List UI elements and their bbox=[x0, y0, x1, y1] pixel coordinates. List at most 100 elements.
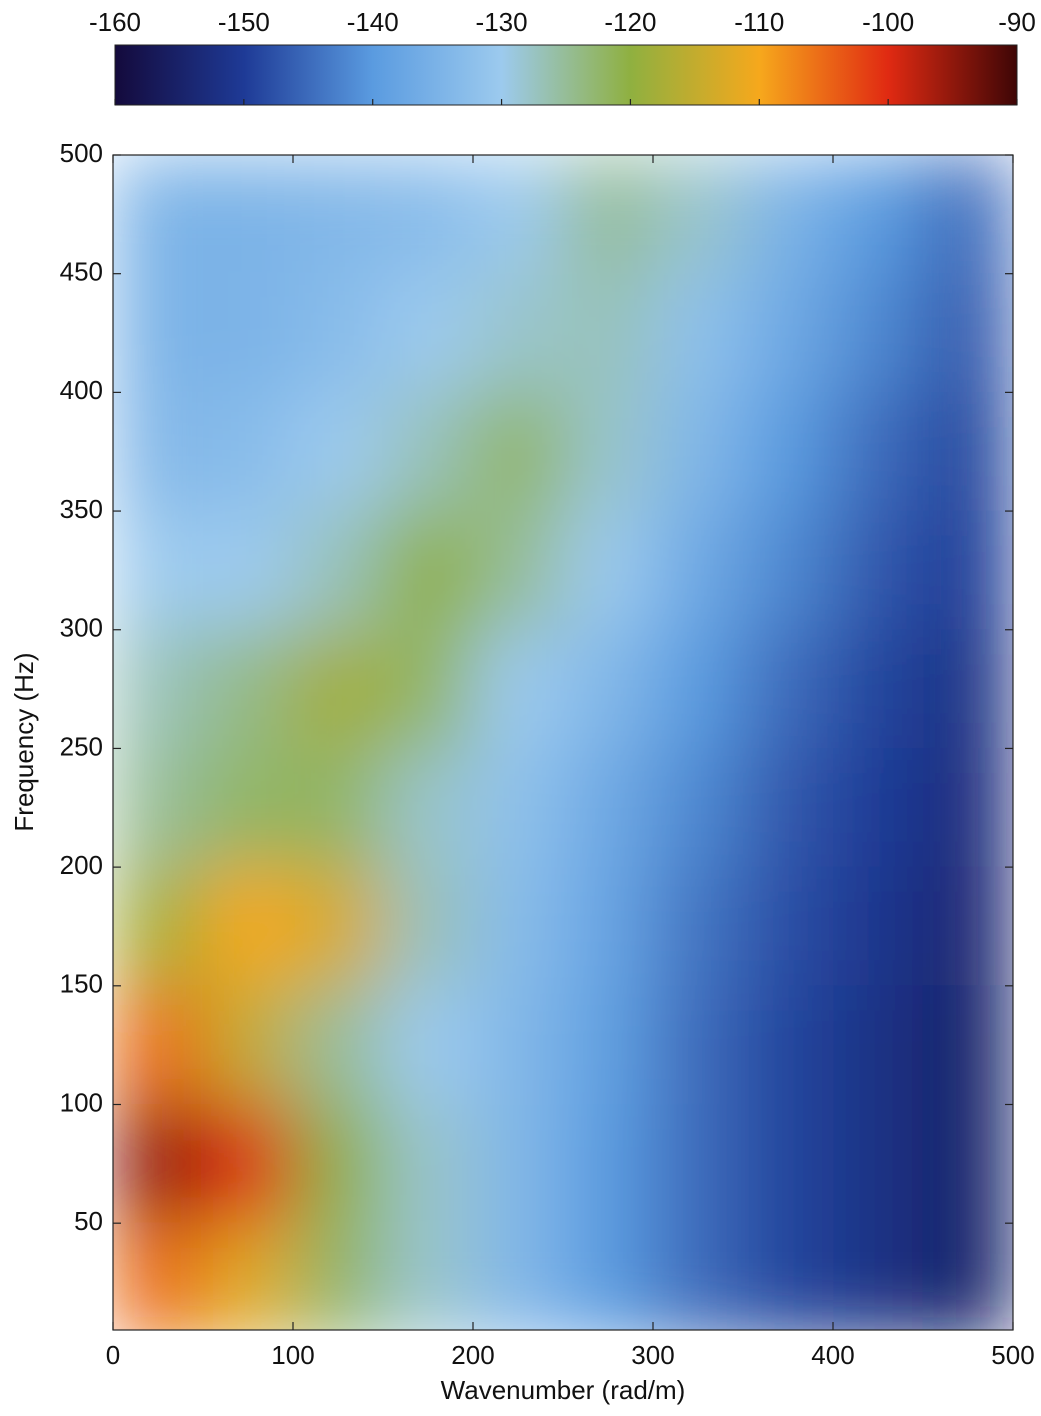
heatmap-cell bbox=[652, 273, 744, 393]
heatmap-cell bbox=[382, 510, 474, 631]
heatmap-cell bbox=[832, 1103, 924, 1224]
heatmap-cell bbox=[832, 273, 924, 393]
heatmap-cell bbox=[382, 747, 474, 868]
heatmap-cell bbox=[202, 866, 294, 987]
heatmap-cell bbox=[652, 747, 744, 868]
heatmap-cell bbox=[652, 985, 744, 1105]
heatmap-cell bbox=[292, 629, 384, 749]
heatmap-cell bbox=[382, 391, 474, 512]
x-axis-label: Wavenumber (rad/m) bbox=[441, 1375, 686, 1405]
heatmap-field bbox=[113, 155, 1013, 1330]
heatmap-cell bbox=[382, 866, 474, 987]
y-tick-label: 200 bbox=[60, 850, 103, 880]
colorbar bbox=[114, 44, 1018, 106]
x-tick-label: 500 bbox=[991, 1340, 1034, 1370]
heatmap-cell bbox=[922, 1103, 1013, 1224]
y-tick-label: 400 bbox=[60, 375, 103, 405]
heatmap-cell bbox=[652, 510, 744, 631]
heatmap-cell bbox=[832, 866, 924, 987]
heatmap-cell bbox=[202, 985, 294, 1105]
x-tick-label: 200 bbox=[451, 1340, 494, 1370]
heatmap-cell bbox=[922, 510, 1013, 631]
heatmap-cell bbox=[472, 1222, 564, 1330]
heatmap-cell bbox=[382, 155, 474, 275]
heatmap-cell bbox=[562, 747, 654, 868]
heatmap-cell bbox=[292, 866, 384, 987]
y-tick-label: 500 bbox=[60, 138, 103, 168]
plot-area bbox=[113, 155, 1013, 1330]
heatmap-cell bbox=[562, 1103, 654, 1224]
heatmap-cell bbox=[202, 391, 294, 512]
heatmap-cell bbox=[113, 985, 204, 1105]
heatmap-cell bbox=[202, 629, 294, 749]
heatmap-cell bbox=[832, 1222, 924, 1330]
heatmap-cell bbox=[113, 510, 204, 631]
heatmap-cell bbox=[472, 391, 564, 512]
y-tick-label: 50 bbox=[74, 1206, 103, 1236]
heatmap-cell bbox=[382, 1222, 474, 1330]
heatmap-cell bbox=[472, 510, 564, 631]
colorbar-tick-label: -130 bbox=[476, 7, 528, 37]
heatmap-cell bbox=[113, 155, 204, 275]
heatmap-cell bbox=[202, 510, 294, 631]
heatmap-cell bbox=[742, 747, 834, 868]
heatmap-cell bbox=[922, 866, 1013, 987]
heatmap-cell bbox=[742, 1222, 834, 1330]
heatmap-cell bbox=[652, 1103, 744, 1224]
x-tick-label: 400 bbox=[811, 1340, 854, 1370]
plot-frame bbox=[112, 154, 1014, 1331]
heatmap-cell bbox=[113, 629, 204, 749]
heatmap-cell bbox=[652, 629, 744, 749]
heatmap-cell bbox=[832, 747, 924, 868]
heatmap-cell bbox=[292, 273, 384, 393]
heatmap-cell bbox=[382, 273, 474, 393]
y-tick-label: 450 bbox=[60, 257, 103, 287]
heatmap-cell bbox=[742, 1103, 834, 1224]
heatmap-cell bbox=[113, 391, 204, 512]
y-tick-label: 350 bbox=[60, 494, 103, 524]
heatmap-cell bbox=[472, 1103, 564, 1224]
heatmap-cell bbox=[292, 1103, 384, 1224]
heatmap-cell bbox=[382, 629, 474, 749]
x-tick-label: 100 bbox=[271, 1340, 314, 1370]
x-tick-label: 300 bbox=[631, 1340, 674, 1370]
colorbar-tick-label: -140 bbox=[347, 7, 399, 37]
heatmap-cell bbox=[202, 273, 294, 393]
y-tick-label: 300 bbox=[60, 613, 103, 643]
heatmap-cell bbox=[562, 155, 654, 275]
heatmap-cell bbox=[922, 273, 1013, 393]
heatmap-cell bbox=[382, 1103, 474, 1224]
heatmap-cell bbox=[832, 391, 924, 512]
heatmap-cell bbox=[742, 273, 834, 393]
heatmap-cell bbox=[922, 391, 1013, 512]
heatmap-cell bbox=[832, 629, 924, 749]
heatmap-cell bbox=[922, 747, 1013, 868]
heatmap-cell bbox=[652, 391, 744, 512]
x-tick-label: 0 bbox=[106, 1340, 120, 1370]
heatmap-cell bbox=[562, 273, 654, 393]
heatmap-cell bbox=[832, 985, 924, 1105]
heatmap-cell bbox=[472, 866, 564, 987]
heatmap-cell bbox=[652, 155, 744, 275]
heatmap-cell bbox=[472, 747, 564, 868]
heatmap-cell bbox=[292, 747, 384, 868]
heatmap-cell bbox=[113, 273, 204, 393]
heatmap-cell bbox=[202, 1222, 294, 1330]
heatmap-cell bbox=[113, 1103, 204, 1224]
heatmap-cell bbox=[202, 155, 294, 275]
heatmap-cell bbox=[742, 985, 834, 1105]
y-tick-label: 250 bbox=[60, 731, 103, 761]
heatmap-cell bbox=[562, 1222, 654, 1330]
heatmap-cell bbox=[382, 985, 474, 1105]
heatmap-cell bbox=[562, 629, 654, 749]
colorbar-tick-label: -90 bbox=[998, 7, 1036, 37]
heatmap-cell bbox=[922, 155, 1013, 275]
heatmap-cell bbox=[292, 391, 384, 512]
colorbar-tick-label: -100 bbox=[862, 7, 914, 37]
y-axis-label: Frequency (Hz) bbox=[9, 652, 39, 831]
heatmap-cell bbox=[832, 155, 924, 275]
heatmap-cell bbox=[113, 1222, 204, 1330]
heatmap-cell bbox=[742, 155, 834, 275]
heatmap-cell bbox=[472, 155, 564, 275]
